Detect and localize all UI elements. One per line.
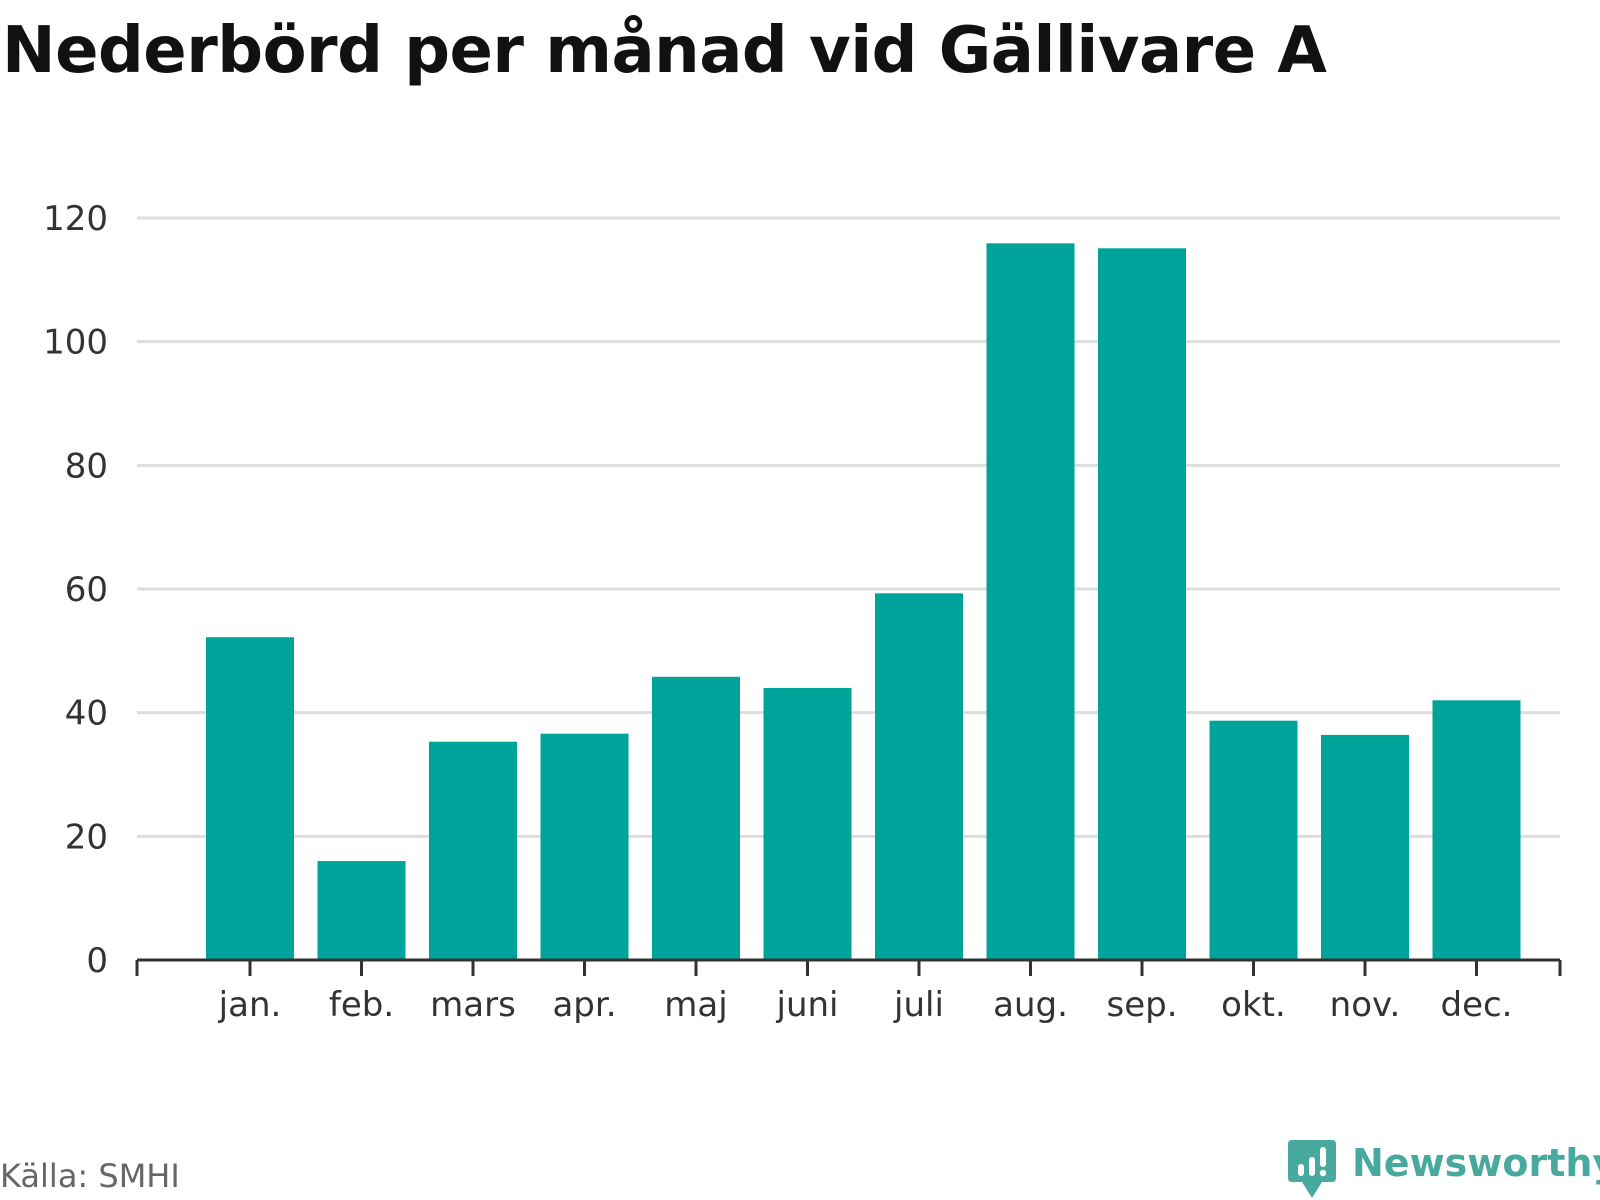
bar	[317, 861, 406, 960]
x-tick-label: nov.	[1330, 985, 1401, 1025]
chart-title: Nederbörd per månad vid Gällivare A	[2, 14, 1327, 88]
y-tick-label: 0	[86, 941, 108, 981]
x-tick-label: sep.	[1106, 985, 1177, 1025]
bar	[1098, 248, 1186, 960]
bar	[1321, 734, 1409, 960]
bars	[206, 243, 1521, 960]
x-tick-label: feb.	[329, 985, 394, 1025]
bar	[429, 741, 517, 960]
bar	[206, 637, 294, 960]
bar	[986, 243, 1075, 960]
x-tick-label: juli	[893, 985, 944, 1025]
x-tick-label: mars	[430, 985, 516, 1025]
x-tick-label: jan.	[218, 985, 282, 1025]
bar	[1209, 720, 1298, 960]
y-tick-label: 80	[65, 446, 108, 486]
x-tick-label: apr.	[552, 985, 616, 1025]
x-axis-labels: jan. feb. mars apr. maj juni juli aug. sep. okt. n…	[218, 985, 1513, 1025]
x-tick-label: dec.	[1440, 985, 1512, 1025]
y-tick-label: 120	[43, 199, 108, 239]
bar	[763, 687, 852, 960]
x-tick-label: juni	[776, 985, 839, 1025]
x-axis	[135, 958, 1562, 976]
bar	[540, 733, 629, 960]
y-tick-label: 20	[65, 817, 108, 857]
brand-logo[interactable]: Newsworthy	[1288, 1140, 1600, 1198]
y-axis-labels: 0 20 40 60 80 100 120	[43, 199, 108, 981]
source-note: Källa: SMHI	[0, 1157, 180, 1195]
x-tick-label: maj	[664, 985, 727, 1025]
bar	[1432, 700, 1521, 960]
newsworthy-logo-icon	[1288, 1140, 1336, 1198]
y-tick-label: 100	[43, 323, 108, 363]
y-tick-label: 60	[65, 570, 108, 610]
x-tick-label: aug.	[993, 985, 1068, 1025]
bar	[875, 593, 963, 960]
x-tick-label: okt.	[1221, 985, 1286, 1025]
y-tick-label: 40	[65, 694, 108, 734]
bar	[652, 676, 740, 960]
brand-name: Newsworthy	[1352, 1141, 1600, 1185]
